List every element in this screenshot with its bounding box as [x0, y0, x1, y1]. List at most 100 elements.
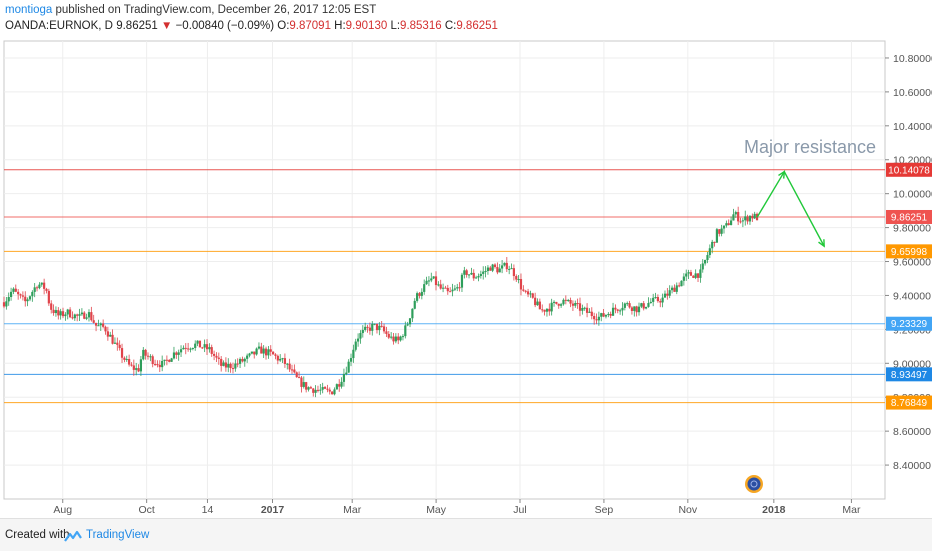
candle-body — [364, 326, 367, 330]
candle-body — [153, 364, 157, 366]
candle-body — [718, 229, 721, 234]
candle-body — [59, 311, 62, 316]
candle-body — [94, 322, 98, 326]
candle-body — [550, 302, 553, 312]
candle-body — [163, 359, 166, 361]
tradingview-link[interactable]: TradingView — [86, 529, 150, 541]
candle-body — [347, 361, 350, 373]
candle-body — [541, 309, 544, 311]
candle-body — [368, 327, 371, 331]
candle-body — [701, 263, 704, 270]
candle-body — [680, 280, 683, 287]
candle-body — [314, 389, 317, 393]
high-value: 9.90130 — [345, 20, 388, 32]
candle-body — [663, 293, 667, 298]
candle-body — [57, 310, 60, 316]
candle-body — [52, 309, 55, 314]
y-tick-label: 9.80000 — [893, 223, 931, 235]
projection-arrows — [756, 170, 825, 248]
candle-body — [441, 287, 445, 289]
candle-body — [196, 340, 199, 344]
candle-body — [26, 299, 29, 302]
candle-body — [31, 291, 34, 297]
candle-body — [151, 356, 154, 365]
candle-body — [451, 289, 454, 292]
y-tick-label: 8.40000 — [893, 460, 931, 472]
symbol-info: OANDA:EURNOK, D 9.86251 ▼ −0.00840 (−0.0… — [5, 20, 498, 32]
plot-area[interactable] — [3, 40, 886, 500]
candle-body — [264, 348, 268, 356]
event-marker[interactable] — [745, 475, 763, 493]
y-tick-label: 9.40000 — [893, 290, 931, 302]
candle-body — [61, 311, 65, 317]
candle-body — [581, 308, 584, 311]
candle-body — [467, 274, 471, 276]
candle-body — [2, 302, 6, 307]
x-tick-label: May — [426, 504, 447, 516]
candle-body — [305, 382, 308, 390]
candle-body — [413, 300, 416, 309]
candle-body — [725, 223, 728, 226]
candle-body — [156, 364, 159, 366]
candle-body — [288, 363, 291, 370]
candle-body — [170, 358, 173, 362]
candle-body — [529, 293, 532, 295]
candle-body — [272, 351, 275, 355]
candle-body — [76, 314, 79, 316]
x-tick-label: Oct — [138, 504, 154, 516]
candle-body — [9, 291, 13, 297]
candle-body — [484, 271, 487, 273]
low-value: 9.85316 — [400, 20, 442, 32]
level-price-label: 8.93497 — [891, 370, 928, 381]
candle-body — [113, 342, 117, 344]
candle-body — [472, 272, 475, 279]
candle-body — [491, 264, 494, 271]
candle-body — [149, 356, 152, 358]
candle-body — [460, 274, 464, 288]
level-price-label: 10.14078 — [888, 165, 930, 176]
open-label: O: — [277, 20, 290, 32]
candle-body — [267, 349, 270, 356]
candle-body — [241, 358, 244, 362]
candle-body — [673, 287, 676, 292]
candle-body — [456, 287, 459, 289]
candle-body — [508, 268, 511, 270]
x-tick-label: 14 — [202, 504, 214, 516]
y-tick-label: 8.60000 — [893, 426, 931, 438]
candle-body — [158, 364, 161, 368]
candle-body — [208, 347, 211, 350]
candle-body — [168, 359, 171, 362]
candle-body — [243, 358, 246, 362]
candle-body — [557, 303, 560, 306]
candle-body — [510, 268, 513, 270]
candle-body — [354, 341, 357, 350]
price-axis[interactable]: 10.8000010.6000010.4000010.2000010.00000… — [885, 53, 932, 472]
candle-body — [97, 325, 100, 327]
candle-body — [212, 353, 216, 356]
candle-body — [14, 288, 17, 292]
candle-body — [68, 309, 72, 318]
author-link[interactable]: montioga — [5, 4, 53, 16]
candle-body — [479, 273, 482, 277]
candle-body — [385, 331, 388, 334]
candle-body — [356, 338, 360, 342]
time-axis[interactable]: Aug Oct 14 2017 Mar May Jul Sep Nov 2018 Mar — [53, 499, 861, 516]
candle-body — [713, 241, 716, 243]
candle-body — [404, 325, 407, 337]
candle-body — [85, 317, 88, 319]
candle-body — [187, 348, 190, 350]
x-tick-label: Nov — [678, 504, 697, 516]
candle-body — [373, 323, 376, 325]
candle-body — [397, 336, 400, 341]
y-tick-label: 10.80000 — [893, 53, 932, 65]
candle-body — [647, 303, 650, 307]
candle-body — [418, 293, 421, 296]
level-price-tag — [886, 395, 932, 410]
candle-body — [345, 372, 348, 375]
candle-body — [90, 312, 93, 321]
candle-body — [576, 303, 579, 305]
candle-body — [19, 294, 22, 296]
candle-body — [281, 358, 284, 360]
level-price-label: 9.86251 — [891, 212, 928, 223]
